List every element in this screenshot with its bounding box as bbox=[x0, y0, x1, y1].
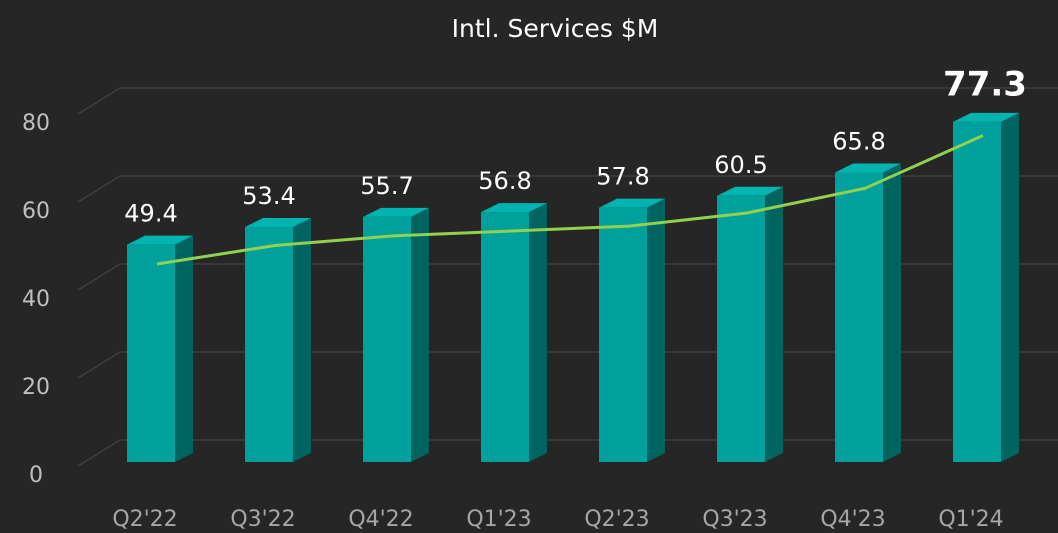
bar-face bbox=[835, 172, 883, 463]
grid-line bbox=[77, 87, 1058, 115]
bar bbox=[717, 186, 783, 463]
bar bbox=[953, 112, 1019, 462]
bar-face bbox=[717, 186, 783, 196]
bar bbox=[363, 207, 429, 462]
x-tick-label: Q4'23 bbox=[820, 507, 885, 532]
y-tick-label: 0 bbox=[29, 463, 43, 488]
y-tick-label: 60 bbox=[22, 199, 50, 224]
bar bbox=[245, 218, 311, 462]
x-tick-label: Q2'22 bbox=[112, 507, 177, 532]
bar-face bbox=[245, 227, 293, 462]
bar-face bbox=[529, 203, 547, 462]
bar bbox=[481, 203, 547, 462]
value-label: 60.5 bbox=[714, 151, 767, 179]
bar-face bbox=[127, 235, 193, 245]
bar-face bbox=[411, 207, 429, 462]
x-tick-label: Q1'23 bbox=[466, 507, 531, 532]
y-tick-label: 40 bbox=[22, 287, 50, 312]
bar bbox=[599, 198, 665, 462]
bar-face bbox=[647, 198, 665, 462]
value-label: 56.8 bbox=[478, 167, 531, 195]
value-label: 77.3 bbox=[943, 64, 1027, 104]
bar-face bbox=[363, 207, 429, 217]
value-label: 55.7 bbox=[360, 172, 413, 200]
x-tick-label: Q2'23 bbox=[584, 507, 649, 532]
bar-face bbox=[175, 235, 193, 462]
value-label: 53.4 bbox=[242, 182, 295, 210]
value-label: 49.4 bbox=[124, 200, 177, 228]
bar-face bbox=[245, 218, 311, 228]
value-label: 65.8 bbox=[832, 127, 885, 155]
bar-face bbox=[363, 216, 411, 462]
bar-face bbox=[953, 112, 1019, 122]
grid-line bbox=[77, 175, 1058, 203]
bar bbox=[127, 235, 193, 462]
bar-face bbox=[599, 198, 665, 208]
bar-face bbox=[127, 244, 175, 462]
bar-face bbox=[481, 212, 529, 462]
x-tick-label: Q1'24 bbox=[938, 507, 1003, 532]
x-tick-label: Q4'22 bbox=[348, 507, 413, 532]
y-tick-label: 20 bbox=[22, 375, 50, 400]
bar-face bbox=[599, 207, 647, 462]
bar-face bbox=[481, 203, 547, 213]
trend-line bbox=[156, 134, 984, 266]
bar-face bbox=[835, 163, 901, 173]
bar-face bbox=[293, 218, 311, 462]
bar-face bbox=[953, 121, 1001, 462]
bar-face bbox=[717, 195, 765, 463]
bar-face bbox=[883, 163, 901, 463]
x-tick-label: Q3'23 bbox=[702, 507, 767, 532]
y-tick-label: 80 bbox=[22, 111, 50, 136]
bar-face bbox=[1001, 112, 1019, 462]
chart-title: Intl. Services $M bbox=[452, 14, 659, 43]
bar-face bbox=[765, 186, 783, 463]
x-tick-label: Q3'22 bbox=[230, 507, 295, 532]
bar bbox=[835, 163, 901, 463]
value-label: 57.8 bbox=[596, 163, 649, 191]
